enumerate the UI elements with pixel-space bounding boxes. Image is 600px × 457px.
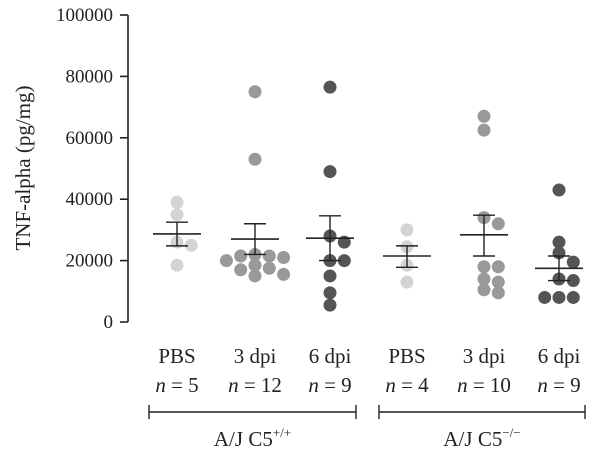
data-point: [277, 251, 291, 265]
y-tick-label: 60000: [66, 128, 114, 149]
data-point: [552, 290, 566, 304]
data-point: [262, 261, 276, 275]
n-symbol: n: [537, 373, 548, 397]
n-symbol: n: [155, 373, 166, 397]
data-point: [248, 152, 262, 166]
group-label-base: A/J C5: [443, 427, 502, 451]
category-n-label: n = 5: [155, 373, 198, 397]
category-label: PBS: [158, 344, 195, 368]
data-point: [262, 249, 276, 263]
data-point: [491, 260, 505, 274]
data-point: [566, 274, 580, 288]
data-point: [248, 269, 262, 283]
n-value: = 12: [239, 373, 282, 397]
y-tick-label: 80000: [66, 66, 114, 87]
data-point: [170, 208, 184, 222]
data-point: [491, 286, 505, 300]
group-label: A/J C5+/+: [214, 425, 291, 451]
y-tick-label: 20000: [66, 251, 114, 272]
category-n-label: n = 9: [308, 373, 351, 397]
data-point: [248, 85, 262, 99]
group-label-superscript: −/−: [502, 425, 520, 440]
data-point: [219, 254, 233, 268]
data-point: [184, 238, 198, 252]
y-axis-label: TNF-alpha (pg/mg): [11, 85, 35, 250]
group-label-superscript: +/+: [273, 425, 291, 440]
n-value: = 9: [319, 373, 352, 397]
group-label: A/J C5−/−: [443, 425, 520, 451]
data-point: [566, 255, 580, 269]
category-label: 3 dpi: [463, 344, 506, 368]
data-point: [491, 217, 505, 231]
data-point: [323, 298, 337, 312]
y-tick-label: 0: [104, 312, 114, 333]
data-point: [234, 249, 248, 263]
n-value: = 5: [166, 373, 199, 397]
data-point: [400, 275, 414, 289]
data-point: [170, 195, 184, 209]
data-point: [323, 286, 337, 300]
category-n-label: n = 12: [228, 373, 282, 397]
data-point: [491, 275, 505, 289]
data-point: [323, 165, 337, 179]
n-value: = 10: [468, 373, 511, 397]
data-point: [323, 80, 337, 94]
data-point: [477, 109, 491, 123]
data-point: [477, 283, 491, 297]
data-point: [477, 272, 491, 286]
group-label-base: A/J C5: [214, 427, 273, 451]
category-n-label: n = 4: [385, 373, 429, 397]
data-point: [477, 123, 491, 137]
data-point: [234, 263, 248, 277]
category-label: PBS: [388, 344, 425, 368]
category-n-label: n = 10: [457, 373, 511, 397]
data-point: [277, 267, 291, 281]
category-n-label: n = 9: [537, 373, 580, 397]
category-label: 6 dpi: [538, 344, 581, 368]
data-point: [552, 183, 566, 197]
data-point: [566, 290, 580, 304]
data-point: [337, 254, 351, 268]
data-point: [400, 223, 414, 237]
category-label: 6 dpi: [309, 344, 352, 368]
n-value: = 9: [548, 373, 581, 397]
data-point: [477, 260, 491, 274]
data-point: [323, 269, 337, 283]
y-tick-label: 100000: [56, 5, 113, 26]
category-label: 3 dpi: [234, 344, 277, 368]
y-tick-label: 40000: [66, 189, 114, 210]
n-symbol: n: [385, 373, 396, 397]
data-point: [538, 290, 552, 304]
n-symbol: n: [457, 373, 468, 397]
data-point: [170, 258, 184, 272]
data-point: [248, 258, 262, 272]
n-symbol: n: [228, 373, 239, 397]
n-symbol: n: [308, 373, 319, 397]
data-point: [552, 235, 566, 249]
n-value: = 4: [396, 373, 429, 397]
